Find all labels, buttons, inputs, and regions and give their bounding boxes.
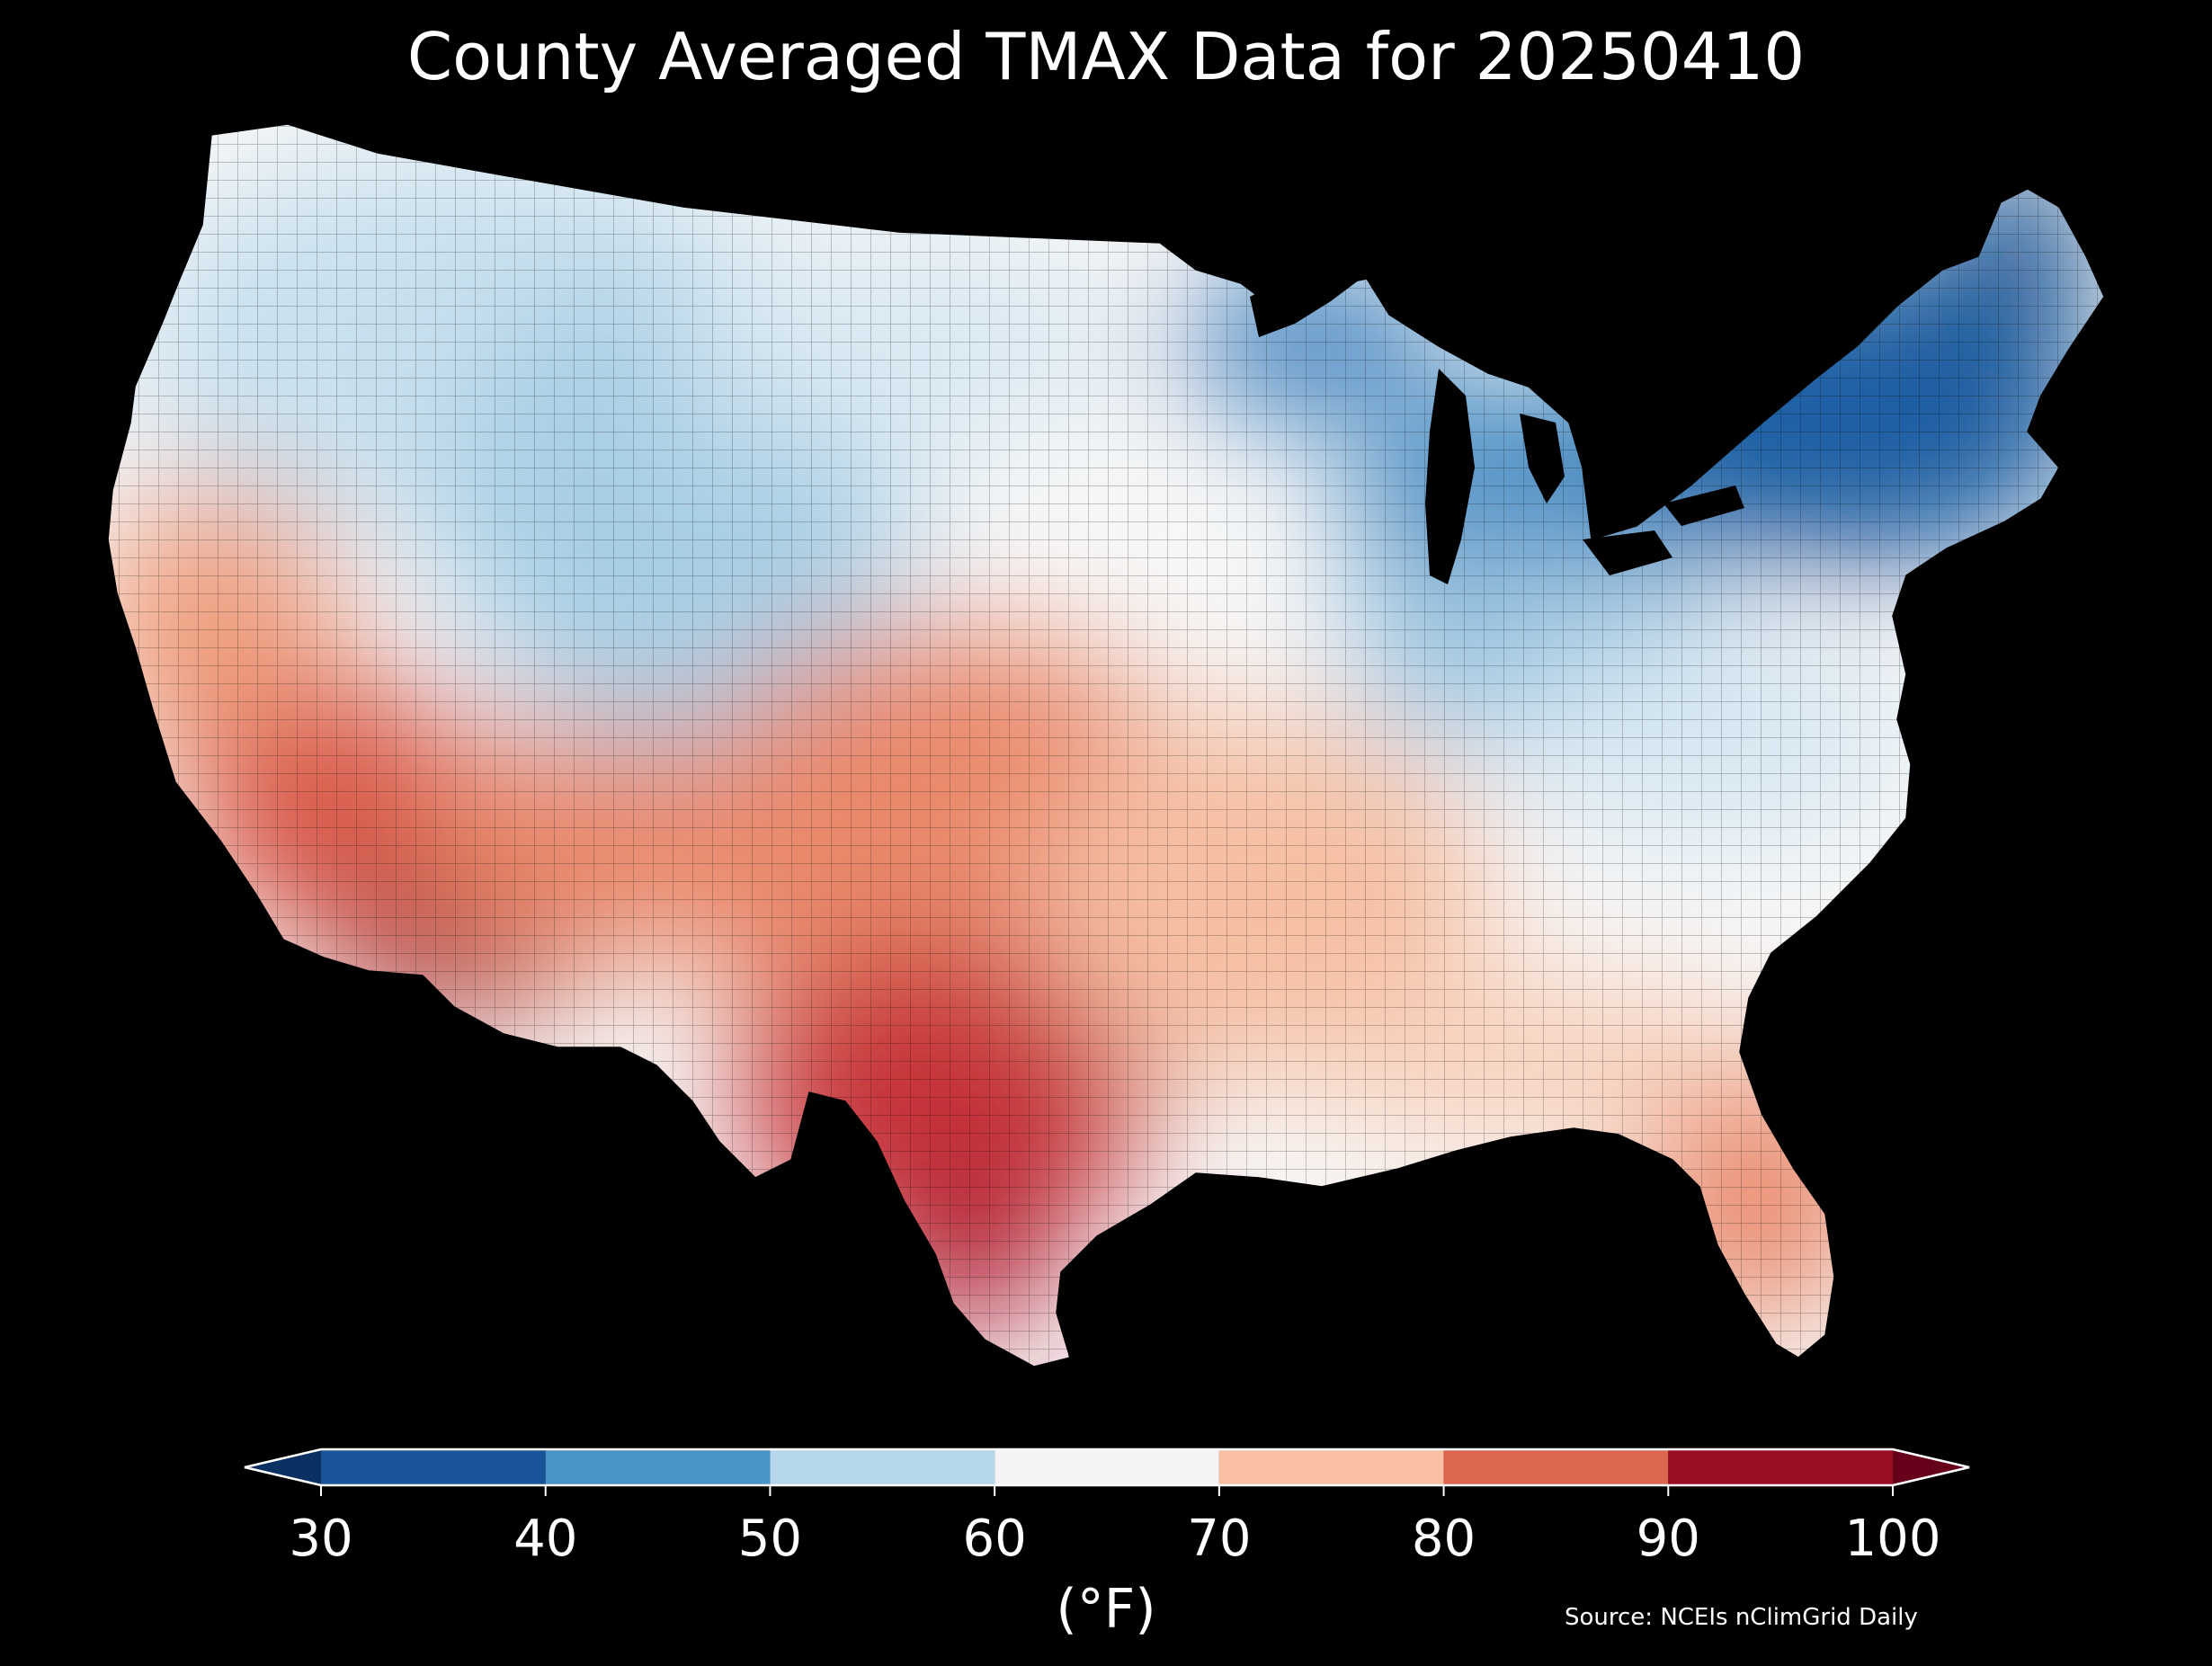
great-lakes: [1250, 270, 1744, 584]
colorbar-bin-1: [545, 1449, 771, 1485]
colorbar-over-arrow: [1893, 1449, 1969, 1485]
colorbar-tick-label: 60: [962, 1510, 1027, 1568]
colorbar-bin-0: [321, 1449, 546, 1485]
colorbar-tick-label: 90: [1636, 1510, 1700, 1568]
colorbar-bin-3: [995, 1449, 1219, 1485]
colorbar-tick-label: 50: [737, 1510, 803, 1568]
colorbar-bin-5: [1443, 1449, 1669, 1485]
colorbar-under-arrow: [245, 1449, 321, 1485]
source-credit: Source: NCEIs nClimGrid Daily: [1565, 1604, 1918, 1631]
colorbar-tick-label: 40: [513, 1510, 578, 1568]
colorbar-tick-label: 70: [1187, 1510, 1252, 1568]
colorbar-bin-6: [1668, 1449, 1893, 1485]
colorbar-tick-label: 100: [1844, 1510, 1941, 1568]
colorbar-bin-2: [770, 1449, 995, 1485]
colorbar-bin-4: [1218, 1449, 1444, 1485]
colorbar-unit-label: (°F): [1056, 1578, 1156, 1641]
colorbar-tick-label: 80: [1411, 1510, 1476, 1568]
choropleth-map: [107, 123, 2105, 1368]
colorbar-tick-label: 30: [289, 1510, 353, 1568]
map-title: County Averaged TMAX Data for 20250410: [406, 19, 1806, 94]
